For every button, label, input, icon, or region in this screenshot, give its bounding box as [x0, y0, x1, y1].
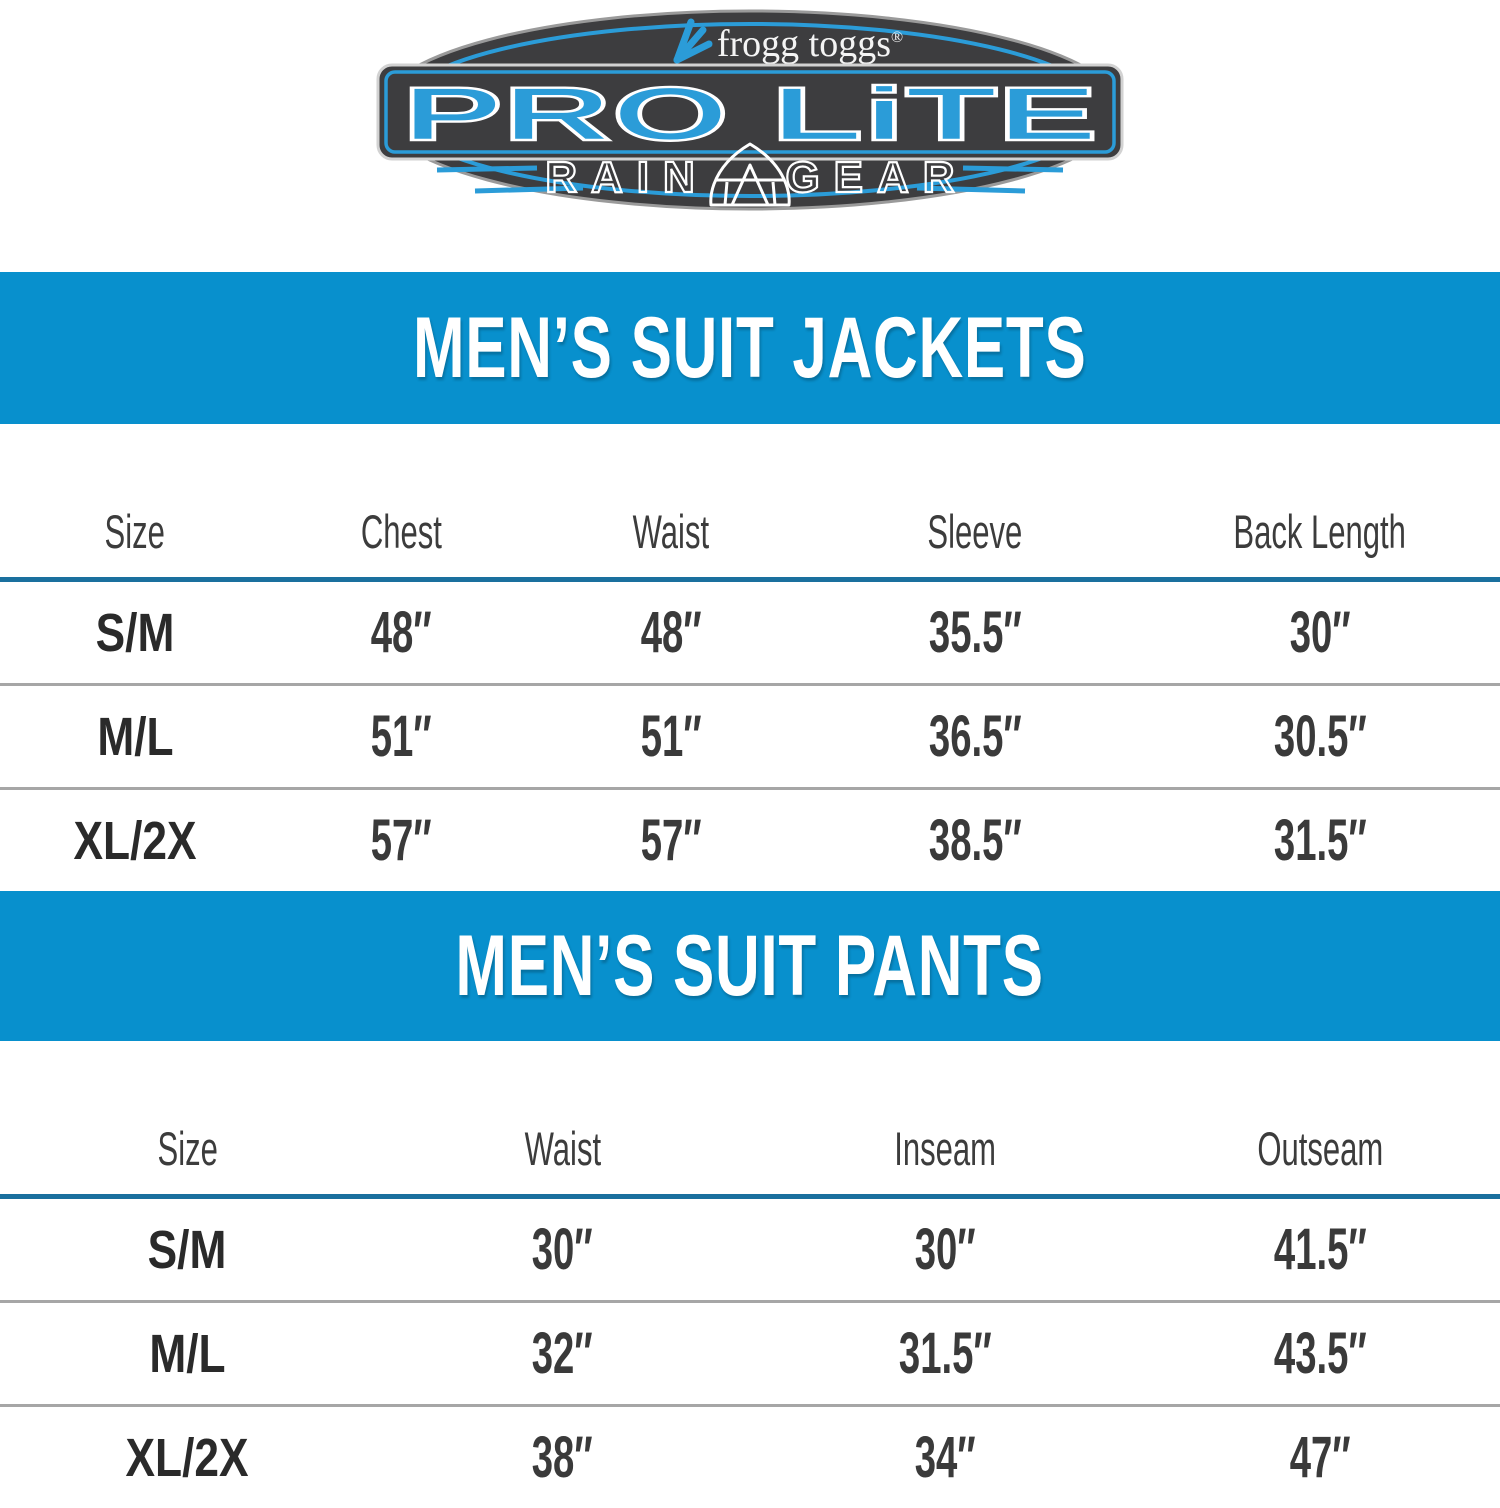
value-cell: 41.5″ — [1140, 1197, 1500, 1302]
size-cell: XL/2X — [0, 1406, 375, 1508]
pants-header-row: Size Waist Inseam Outseam — [0, 1041, 1500, 1197]
column-header-size: Size — [0, 1041, 375, 1197]
frogg-toggs-wordmark: frogg toggs® — [717, 23, 903, 65]
value-cell: 57″ — [533, 789, 811, 892]
value-cell: 38″ — [375, 1406, 750, 1508]
size-cell: S/M — [0, 1197, 375, 1302]
column-header-outseam: Outseam — [1140, 1041, 1500, 1197]
prolite-logo: frogg toggs® PRO LiTE RAIN GEAR — [375, 8, 1125, 212]
value-cell: 30.5″ — [1140, 685, 1500, 789]
pants-row-xl2x: XL/2X 38″ 34″ 47″ — [0, 1406, 1500, 1508]
pants-row-ml: M/L 32″ 31.5″ 43.5″ — [0, 1302, 1500, 1406]
value-cell: 31.5″ — [750, 1302, 1140, 1406]
value-cell: 48″ — [533, 580, 811, 685]
value-cell: 30″ — [750, 1197, 1140, 1302]
value-cell: 32″ — [375, 1302, 750, 1406]
column-header-waist: Waist — [375, 1041, 750, 1197]
pants-row-sm: S/M 30″ 30″ 41.5″ — [0, 1197, 1500, 1302]
pants-banner: MEN’S SUIT PANTS — [0, 891, 1500, 1041]
value-cell: 48″ — [270, 580, 533, 685]
column-header-sleeve: Sleeve — [810, 424, 1140, 580]
value-cell: 34″ — [750, 1406, 1140, 1508]
jackets-row-sm: S/M 48″ 48″ 35.5″ 30″ — [0, 580, 1500, 685]
column-header-chest: Chest — [270, 424, 533, 580]
column-header-back-length: Back Length — [1140, 424, 1500, 580]
size-cell: XL/2X — [0, 789, 270, 892]
value-cell: 57″ — [270, 789, 533, 892]
value-cell: 30″ — [1140, 580, 1500, 685]
column-header-waist: Waist — [533, 424, 811, 580]
logo-area: frogg toggs® PRO LiTE RAIN GEAR — [0, 0, 1500, 212]
value-cell: 43.5″ — [1140, 1302, 1500, 1406]
column-header-inseam: Inseam — [750, 1041, 1140, 1197]
jackets-row-ml: M/L 51″ 51″ 36.5″ 30.5″ — [0, 685, 1500, 789]
value-cell: 51″ — [533, 685, 811, 789]
value-cell: 36.5″ — [810, 685, 1140, 789]
value-cell: 47″ — [1140, 1406, 1500, 1508]
column-header-size: Size — [0, 424, 270, 580]
gear-text: GEAR — [785, 153, 968, 202]
size-cell: S/M — [0, 580, 270, 685]
value-cell: 51″ — [270, 685, 533, 789]
value-cell: 30″ — [375, 1197, 750, 1302]
value-cell: 35.5″ — [810, 580, 1140, 685]
jackets-banner-title: MEN’S SUIT JACKETS — [413, 299, 1087, 398]
size-cell: M/L — [0, 1302, 375, 1406]
value-cell: 31.5″ — [1140, 789, 1500, 892]
pants-table: Size Waist Inseam Outseam S/M 30″ 30″ 41… — [0, 1041, 1500, 1508]
jackets-banner: MEN’S SUIT JACKETS — [0, 272, 1500, 424]
rain-text: RAIN — [545, 153, 709, 202]
jackets-row-xl2x: XL/2X 57″ 57″ 38.5″ 31.5″ — [0, 789, 1500, 892]
jackets-header-row: Size Chest Waist Sleeve Back Length — [0, 424, 1500, 580]
value-cell: 38.5″ — [810, 789, 1140, 892]
pants-banner-title: MEN’S SUIT PANTS — [456, 917, 1044, 1016]
size-cell: M/L — [0, 685, 270, 789]
jackets-table: Size Chest Waist Sleeve Back Length S/M … — [0, 424, 1500, 891]
